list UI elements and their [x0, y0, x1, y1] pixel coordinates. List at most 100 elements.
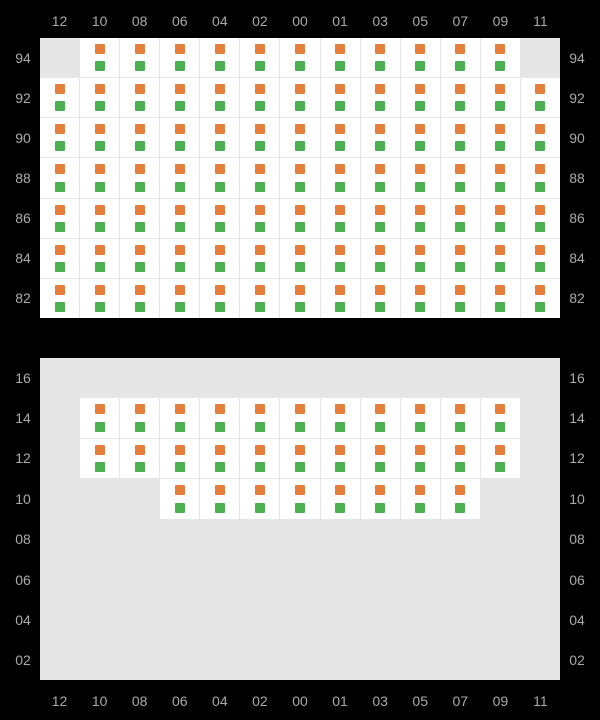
seat-cell[interactable]: [401, 118, 440, 157]
seat-cell[interactable]: [280, 38, 319, 77]
seat-cell[interactable]: [321, 439, 360, 478]
seat-cell[interactable]: [40, 158, 79, 197]
seat-cell[interactable]: [361, 239, 400, 278]
seat-cell[interactable]: [160, 199, 199, 238]
seat-cell[interactable]: [441, 279, 480, 318]
seat-cell[interactable]: [280, 398, 319, 437]
seat-cell[interactable]: [80, 199, 119, 238]
seat-cell[interactable]: [200, 118, 239, 157]
seat-cell[interactable]: [280, 279, 319, 318]
seat-cell[interactable]: [280, 479, 319, 518]
seat-cell[interactable]: [401, 78, 440, 117]
seat-cell[interactable]: [321, 239, 360, 278]
seat-cell[interactable]: [160, 279, 199, 318]
seat-cell[interactable]: [240, 239, 279, 278]
seat-cell[interactable]: [160, 158, 199, 197]
seat-cell[interactable]: [200, 78, 239, 117]
seat-cell[interactable]: [200, 38, 239, 77]
seat-cell[interactable]: [321, 78, 360, 117]
seat-cell[interactable]: [361, 398, 400, 437]
seat-cell[interactable]: [200, 279, 239, 318]
seat-cell[interactable]: [80, 158, 119, 197]
seat-cell[interactable]: [481, 118, 520, 157]
seat-cell[interactable]: [441, 398, 480, 437]
seat-cell[interactable]: [80, 398, 119, 437]
seat-cell[interactable]: [40, 239, 79, 278]
seat-cell[interactable]: [481, 398, 520, 437]
seat-cell[interactable]: [441, 439, 480, 478]
seat-cell[interactable]: [321, 199, 360, 238]
seat-cell[interactable]: [521, 239, 560, 278]
seat-cell[interactable]: [361, 118, 400, 157]
seat-cell[interactable]: [280, 158, 319, 197]
seat-cell[interactable]: [481, 158, 520, 197]
seat-cell[interactable]: [481, 239, 520, 278]
seat-cell[interactable]: [361, 38, 400, 77]
seat-cell[interactable]: [401, 398, 440, 437]
seat-cell[interactable]: [441, 239, 480, 278]
seat-cell[interactable]: [321, 479, 360, 518]
seat-cell[interactable]: [361, 78, 400, 117]
seat-cell[interactable]: [280, 78, 319, 117]
seat-cell[interactable]: [160, 398, 199, 437]
seat-cell[interactable]: [240, 158, 279, 197]
seat-cell[interactable]: [240, 78, 279, 117]
seat-cell[interactable]: [120, 199, 159, 238]
seat-cell[interactable]: [120, 118, 159, 157]
seat-cell[interactable]: [120, 398, 159, 437]
seat-cell[interactable]: [441, 479, 480, 518]
seat-cell[interactable]: [120, 439, 159, 478]
seat-cell[interactable]: [481, 439, 520, 478]
seat-cell[interactable]: [441, 158, 480, 197]
seat-cell[interactable]: [441, 38, 480, 77]
seat-cell[interactable]: [160, 78, 199, 117]
seat-cell[interactable]: [280, 118, 319, 157]
seat-cell[interactable]: [40, 78, 79, 117]
seat-cell[interactable]: [120, 158, 159, 197]
seat-cell[interactable]: [401, 479, 440, 518]
seat-cell[interactable]: [321, 398, 360, 437]
seat-cell[interactable]: [120, 38, 159, 77]
seat-cell[interactable]: [160, 479, 199, 518]
seat-cell[interactable]: [160, 239, 199, 278]
seat-cell[interactable]: [441, 78, 480, 117]
seat-cell[interactable]: [200, 199, 239, 238]
seat-cell[interactable]: [321, 38, 360, 77]
seat-cell[interactable]: [401, 279, 440, 318]
seat-cell[interactable]: [80, 239, 119, 278]
seat-cell[interactable]: [280, 439, 319, 478]
seat-cell[interactable]: [40, 199, 79, 238]
seat-cell[interactable]: [321, 158, 360, 197]
seat-cell[interactable]: [481, 78, 520, 117]
seat-cell[interactable]: [321, 118, 360, 157]
seat-cell[interactable]: [80, 279, 119, 318]
seat-cell[interactable]: [160, 439, 199, 478]
seat-cell[interactable]: [441, 118, 480, 157]
seat-cell[interactable]: [120, 279, 159, 318]
seat-cell[interactable]: [240, 38, 279, 77]
seat-cell[interactable]: [80, 78, 119, 117]
seat-cell[interactable]: [521, 199, 560, 238]
seat-cell[interactable]: [521, 78, 560, 117]
seat-cell[interactable]: [521, 158, 560, 197]
seat-cell[interactable]: [80, 38, 119, 77]
seat-cell[interactable]: [361, 279, 400, 318]
seat-cell[interactable]: [240, 199, 279, 238]
seat-cell[interactable]: [361, 158, 400, 197]
seat-cell[interactable]: [120, 78, 159, 117]
seat-cell[interactable]: [240, 118, 279, 157]
seat-cell[interactable]: [401, 38, 440, 77]
seat-cell[interactable]: [280, 199, 319, 238]
seat-cell[interactable]: [441, 199, 480, 238]
seat-cell[interactable]: [361, 199, 400, 238]
seat-cell[interactable]: [40, 279, 79, 318]
seat-cell[interactable]: [361, 439, 400, 478]
seat-cell[interactable]: [200, 239, 239, 278]
seat-cell[interactable]: [481, 279, 520, 318]
seat-cell[interactable]: [481, 38, 520, 77]
seat-cell[interactable]: [160, 118, 199, 157]
seat-cell[interactable]: [240, 398, 279, 437]
seat-cell[interactable]: [361, 479, 400, 518]
seat-cell[interactable]: [240, 279, 279, 318]
seat-cell[interactable]: [521, 279, 560, 318]
